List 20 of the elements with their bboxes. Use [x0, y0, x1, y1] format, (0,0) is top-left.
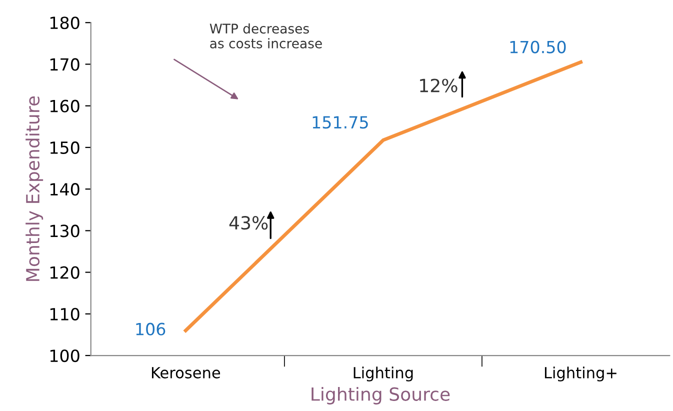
annotation: WTP decreases as costs increase: [210, 23, 322, 48]
annotation: 43%: [229, 216, 268, 230]
y-tick-label: 180: [50, 16, 80, 30]
y-tick-label: 110: [50, 308, 80, 320]
data-label: 170.50: [510, 40, 566, 54]
x-tick-label: Lighting: [354, 366, 413, 382]
y-tick-label: 160: [50, 100, 80, 112]
y-tick-label: 140: [50, 183, 80, 196]
y-tick-label: 130: [50, 224, 80, 238]
y-tick-label: 170: [50, 58, 80, 71]
x-tick-label: Lighting+: [544, 366, 616, 382]
y-tick-label: 100: [50, 349, 80, 362]
data-label: 106: [136, 322, 166, 336]
x-axis-title: Lighting Source: [312, 386, 450, 404]
y-axis-title: Monthly Expenditure: [26, 96, 44, 281]
annotation: 12%: [420, 78, 458, 92]
y-tick-label: 120: [50, 266, 80, 279]
y-tick-label: 150: [50, 141, 80, 154]
data-label: 151.75: [312, 116, 368, 129]
x-tick-label: Kerosene: [152, 367, 220, 378]
